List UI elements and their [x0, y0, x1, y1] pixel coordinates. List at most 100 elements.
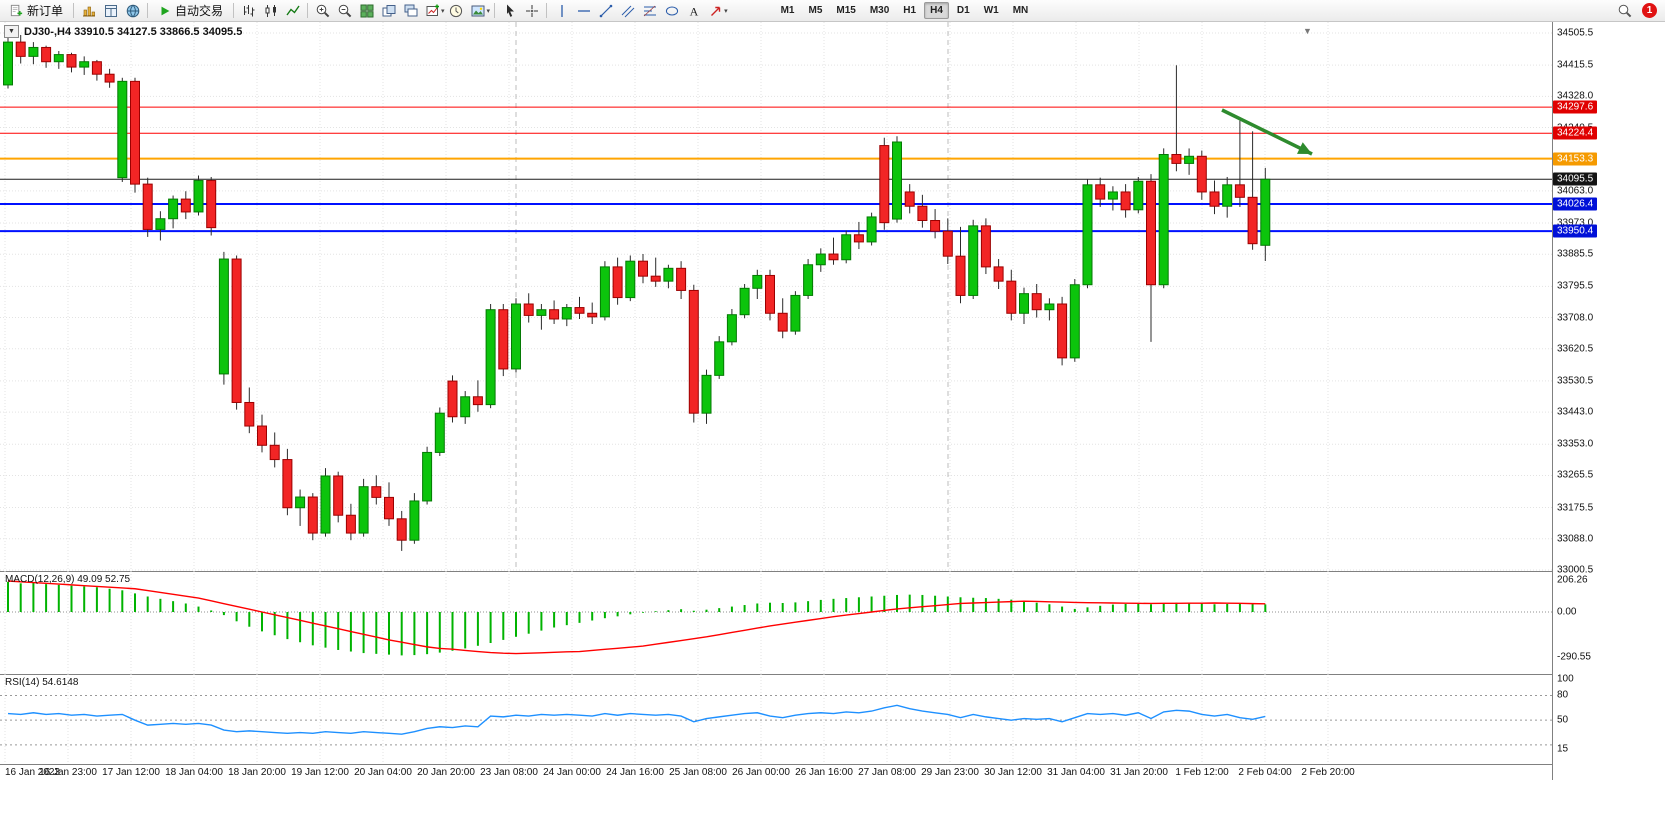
new-order-button[interactable]: 新订单 [3, 1, 69, 21]
time-label: 2 Feb 20:00 [1301, 767, 1355, 778]
timeframe-d1[interactable]: D1 [956, 5, 970, 16]
candle-down [1247, 196, 1258, 245]
navigator-icon[interactable] [122, 1, 143, 21]
rsi-panel-canvas[interactable] [0, 674, 1552, 764]
template-image-icon[interactable] [468, 1, 489, 21]
new-chart-icon[interactable] [422, 1, 443, 21]
candle-down [91, 61, 102, 75]
candle-down [955, 255, 966, 296]
zoom-out-icon[interactable] [334, 1, 355, 21]
price-grid-label: 33795.5 [1557, 280, 1594, 292]
panel-splitter[interactable] [0, 571, 1665, 572]
autotrade-button[interactable]: 自动交易 [152, 1, 229, 21]
time-axis[interactable]: 16 Jan 2023 16 Jan 23:00 17 Jan 12:00 18 Ja… [0, 764, 1665, 780]
main-chart-canvas[interactable] [0, 22, 1552, 571]
symbol-dropdown-icon[interactable]: ▼ [4, 25, 19, 38]
candle-down [777, 312, 788, 332]
candle-up [803, 264, 814, 296]
candle-down [828, 253, 839, 261]
vertical-line-tool-icon[interactable] [551, 1, 572, 21]
toolbar-right-group: 1 [1614, 1, 1657, 21]
svg-text:A: A [689, 4, 698, 18]
price-grid-label: 34505.5 [1557, 27, 1594, 39]
timeframe-mn[interactable]: MN [1012, 5, 1029, 16]
candle-up [1019, 293, 1029, 314]
time-label: 31 Jan 04:00 [1047, 767, 1105, 778]
candle-down [549, 309, 560, 320]
candle-down [472, 396, 483, 406]
candle-down [993, 266, 1004, 282]
price-grid-label: 33620.5 [1557, 343, 1594, 355]
candle-up [193, 180, 204, 213]
candle-up [1107, 191, 1118, 200]
candle-down [206, 180, 217, 229]
chevron-down-icon[interactable]: ▾ [724, 7, 728, 15]
price-badge: 34224.4 [1553, 126, 1598, 140]
candle-up [320, 475, 331, 534]
timeframe-m15[interactable]: M15 [836, 5, 856, 16]
candle-down [257, 425, 267, 446]
notification-badge[interactable]: 1 [1642, 3, 1657, 18]
candle-down [41, 46, 52, 63]
price-grid-label: 34415.5 [1557, 59, 1594, 71]
timeframe-m30[interactable]: M30 [869, 5, 890, 16]
rsi-axis-label: 50 [1557, 714, 1569, 726]
candle-down [1209, 191, 1220, 207]
price-badge: 33950.4 [1553, 224, 1598, 238]
candle-up [701, 374, 712, 414]
cursor-icon[interactable] [499, 1, 520, 21]
price-grid-label: 33708.0 [1557, 312, 1594, 324]
crosshair-icon[interactable] [521, 1, 542, 21]
candle-up [790, 294, 801, 332]
candle-up [968, 225, 979, 296]
candle-down [307, 496, 318, 534]
price-axis[interactable]: 34505.534415.534328.034240.534153.034063… [1552, 22, 1665, 780]
price-badge: 34095.5 [1553, 172, 1598, 186]
time-label: 31 Jan 20:00 [1110, 767, 1168, 778]
channel-tool-icon[interactable] [617, 1, 638, 21]
trend-arrow[interactable] [1221, 108, 1313, 156]
candle-up [79, 61, 90, 68]
timeframe-m5[interactable]: M5 [808, 5, 823, 16]
candle-down [104, 73, 115, 83]
candle-up [409, 500, 420, 541]
new-order-icon [10, 4, 23, 17]
timeframe-m1[interactable]: M1 [780, 5, 795, 16]
line-chart-icon[interactable] [282, 1, 303, 21]
market-watch-icon[interactable] [100, 1, 121, 21]
candle-up [561, 307, 572, 320]
trendline-tool-icon[interactable] [595, 1, 616, 21]
arrange-windows-icon[interactable] [378, 1, 399, 21]
timeframe-h4[interactable]: H4 [924, 2, 949, 19]
chevron-down-icon[interactable]: ▾ [441, 7, 445, 15]
chevron-down-icon[interactable]: ▾ [486, 7, 491, 15]
fibonacci-tool-icon[interactable] [639, 1, 660, 21]
search-icon[interactable] [1614, 1, 1635, 21]
candle-down [1006, 280, 1017, 314]
autotrade-label: 自动交易 [175, 4, 224, 18]
zoom-in-icon[interactable] [312, 1, 333, 21]
candle-down [180, 198, 191, 213]
candle-down [282, 459, 293, 509]
bar-chart-icon[interactable] [238, 1, 259, 21]
candle-down [333, 475, 344, 516]
candle-up [599, 266, 610, 318]
shapes-tool-icon[interactable] [661, 1, 682, 21]
charts-list-icon[interactable] [78, 1, 99, 21]
tile-windows-icon[interactable] [356, 1, 377, 21]
time-label: 26 Jan 00:00 [732, 767, 790, 778]
arrows-tool-icon[interactable] [705, 1, 726, 21]
period-clock-icon[interactable] [446, 1, 467, 21]
time-label: 2 Feb 04:00 [1238, 767, 1292, 778]
text-tool-icon[interactable]: A [683, 1, 704, 21]
chart-shift-marker-icon[interactable]: ▼ [1303, 26, 1312, 36]
horizontal-line-tool-icon[interactable] [573, 1, 594, 21]
candle-up [1082, 184, 1093, 286]
cascade-windows-icon[interactable] [400, 1, 421, 21]
timeframe-h1[interactable]: H1 [903, 5, 917, 16]
candle-up [1044, 303, 1055, 311]
candlestick-chart-icon[interactable] [260, 1, 281, 21]
timeframe-w1[interactable]: W1 [983, 5, 999, 16]
panel-splitter[interactable] [0, 674, 1665, 675]
macd-panel-canvas[interactable] [0, 571, 1552, 674]
